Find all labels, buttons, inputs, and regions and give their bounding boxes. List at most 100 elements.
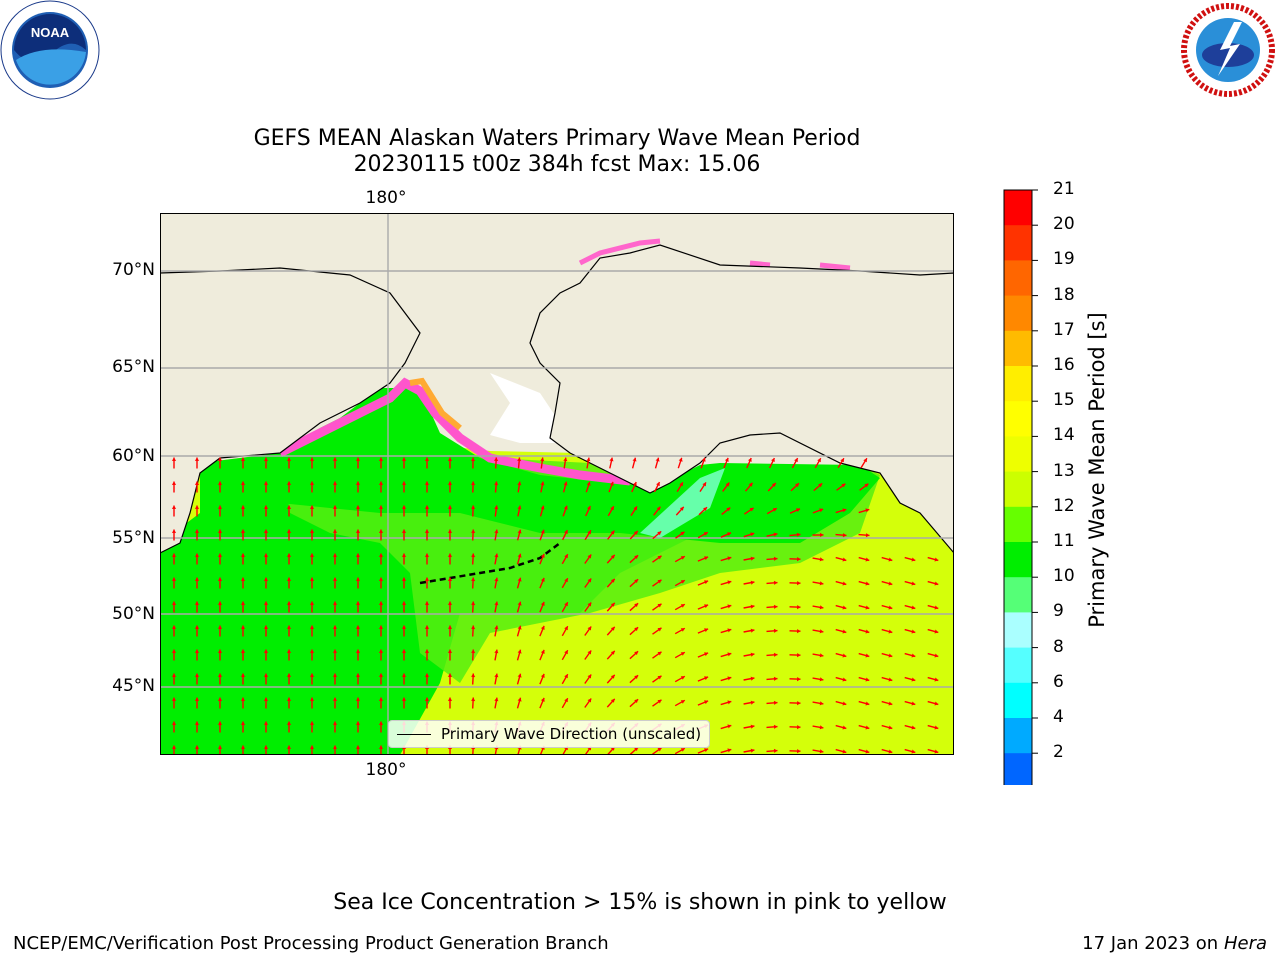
wave-arrow-head <box>678 457 683 462</box>
wave-arrow-head <box>194 577 200 581</box>
wave-arrow-head <box>633 531 638 535</box>
wave-arrow-head <box>911 677 916 682</box>
wave-arrow-head <box>727 676 732 681</box>
wave-arrow-head <box>726 507 731 512</box>
colorbar-segment <box>1004 718 1032 754</box>
wave-arrow-head <box>727 532 731 536</box>
colorbar-segment <box>1004 577 1032 613</box>
wave-arrow-head <box>447 601 453 605</box>
colorbar-segment <box>1004 471 1032 508</box>
wave-arrow-head <box>378 481 384 485</box>
wave-arrow-head <box>332 721 338 725</box>
colorbar-tick-label: 10 <box>1053 566 1075 587</box>
colorbar-segment <box>1004 753 1032 785</box>
wave-arrow-head <box>309 697 315 701</box>
wave-arrow-head <box>424 529 430 533</box>
wave-arrow-head <box>447 577 453 581</box>
wave-arrow-head <box>724 457 729 462</box>
wave-arrow-head <box>610 674 615 679</box>
wave-arrow-head <box>171 481 177 485</box>
wave-arrow-head <box>865 677 870 682</box>
wave-arrow-head <box>748 482 753 487</box>
wave-arrow-head <box>865 533 870 538</box>
wave-arrow-head <box>564 626 568 631</box>
wave-arrow-head <box>634 675 639 680</box>
wave-arrow-head <box>842 749 847 754</box>
longitude-label-top: 180° <box>365 188 407 208</box>
wave-arrow-head <box>540 577 545 582</box>
wave-arrow-head <box>540 553 545 558</box>
wave-arrow-head <box>471 697 476 702</box>
wave-arrow-head <box>217 577 223 581</box>
wave-arrow-head <box>263 745 269 749</box>
wave-arrow-head <box>727 604 732 609</box>
wave-arrow-head <box>240 601 246 605</box>
wave-arrow-head <box>657 627 662 632</box>
footer-date: 17 Jan 2023 on Hera <box>1082 933 1267 954</box>
wave-arrow-head <box>842 508 847 513</box>
wave-arrow-head <box>819 701 824 706</box>
wave-arrow-head <box>540 457 545 462</box>
wave-arrow-head <box>309 457 315 461</box>
wave-arrow-head <box>494 529 499 534</box>
sea-ice-edge-orange <box>409 377 462 431</box>
wave-direction-arrows <box>171 457 939 755</box>
wave-arrow-head <box>309 577 315 581</box>
wave-arrow-head <box>587 506 591 510</box>
wave-arrow-head <box>471 673 476 678</box>
wave-arrow-head <box>587 530 591 535</box>
wave-arrow-head <box>494 457 499 461</box>
wave-arrow-head <box>194 601 200 605</box>
wave-arrow-head <box>771 483 776 487</box>
wave-arrow-head <box>773 580 778 585</box>
wave-arrow-head <box>240 673 246 677</box>
wave-arrow-head <box>447 481 453 485</box>
wave-arrow-head <box>378 553 384 557</box>
wave-arrow-head <box>750 604 755 609</box>
wave-arrow-head <box>240 745 246 749</box>
wave-arrow-head <box>355 697 361 701</box>
noaa-logo: NOAA <box>0 0 100 100</box>
colorbar-tick-label: 19 <box>1053 249 1075 270</box>
wave-arrow-head <box>679 506 684 511</box>
wave-arrow-head <box>447 529 453 533</box>
wave-arrow-head <box>424 577 430 581</box>
wave-arrow-head <box>657 747 662 752</box>
sea-ice-edge <box>277 377 631 486</box>
wave-arrow-head <box>865 701 870 706</box>
wave-arrow-head <box>286 673 292 677</box>
wave-arrow-head <box>517 529 522 534</box>
arctic-ice-fringe <box>578 238 851 271</box>
wave-arrow-head <box>424 601 430 605</box>
wave-arrow-head <box>240 481 246 485</box>
wave-arrow-head <box>773 676 778 681</box>
wave-arrow-head <box>171 553 177 557</box>
colorbar-segment <box>1004 225 1032 261</box>
wave-arrow-head <box>634 627 639 632</box>
wave-arrow-head <box>797 749 801 754</box>
latitude-label-65n: 65°N <box>112 357 155 377</box>
wave-arrow-head <box>587 650 592 655</box>
wave-arrow-head <box>171 457 177 461</box>
wave-arrow-head <box>911 725 916 730</box>
wave-arrow-head <box>240 529 246 533</box>
wave-arrow-head <box>355 625 361 629</box>
wave-arrow-head <box>911 581 916 586</box>
wave-arrow-head <box>194 649 200 653</box>
wave-arrow-head <box>888 701 893 706</box>
wave-arrow-head <box>194 505 200 509</box>
wave-arrow-head <box>865 581 870 586</box>
wave-arrow-head <box>609 457 614 462</box>
wave-arrow-head <box>332 529 338 533</box>
wave-arrow-head <box>332 745 338 749</box>
wave-arrow-head <box>657 579 662 584</box>
wave-arrow-head <box>217 553 223 557</box>
wave-arrow-head <box>819 629 824 634</box>
wave-arrow-head <box>655 457 660 462</box>
wave-arrow-head <box>587 674 592 679</box>
wave-arrow-head <box>842 533 847 538</box>
wave-arrow-head <box>610 530 615 535</box>
wave-arrow-head <box>355 481 361 485</box>
wave-arrow-head <box>309 625 315 629</box>
wave-arrow-head <box>286 481 292 485</box>
